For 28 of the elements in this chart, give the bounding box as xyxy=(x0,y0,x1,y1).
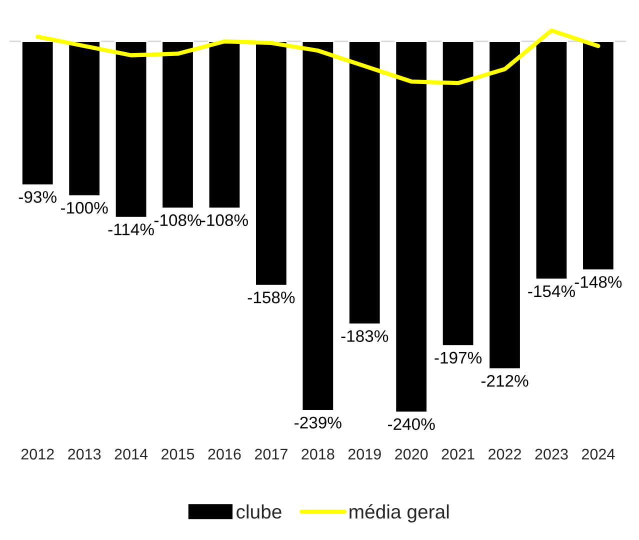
x-tick-label: 2012 xyxy=(21,448,54,460)
x-tick-label: 2021 xyxy=(442,448,474,460)
data-label: -197% xyxy=(434,352,482,364)
data-label: -114% xyxy=(108,224,154,236)
x-tick-label: 2023 xyxy=(535,448,568,460)
legend-label: média geral xyxy=(350,504,449,522)
data-label: -240% xyxy=(388,418,435,430)
data-label: -158% xyxy=(248,292,295,304)
x-tick-label: 2013 xyxy=(68,448,101,460)
data-label: -183% xyxy=(341,330,388,342)
data-label: -154% xyxy=(528,285,575,298)
x-tick-label: 2019 xyxy=(348,448,381,460)
x-tick-label: 2024 xyxy=(582,448,615,460)
x-tick-label: 2014 xyxy=(114,448,148,460)
x-tick-label: 2020 xyxy=(395,448,428,460)
data-label: -239% xyxy=(294,416,342,429)
legend-label: clube xyxy=(236,504,282,519)
x-tick-label: 2018 xyxy=(302,448,334,460)
data-label: -108% xyxy=(154,214,202,226)
data-label: -108% xyxy=(201,214,248,226)
data-label: -212% xyxy=(481,374,528,387)
data-label: -100% xyxy=(60,202,108,214)
x-tick-label: 2022 xyxy=(488,448,521,460)
x-tick-label: 2016 xyxy=(208,448,241,460)
x-tick-label: 2015 xyxy=(162,448,194,460)
data-label: -93% xyxy=(18,191,56,203)
x-tick-label: 2017 xyxy=(254,448,288,460)
data-label: -148% xyxy=(574,276,622,288)
